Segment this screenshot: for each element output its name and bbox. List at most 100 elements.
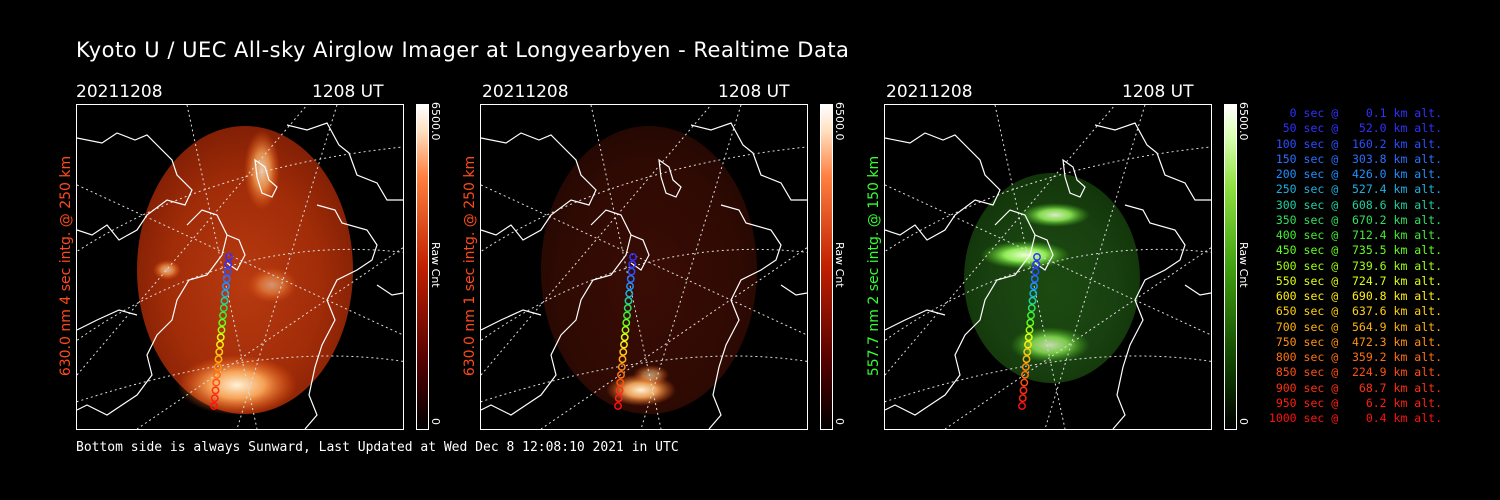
panel-2-colorbar — [820, 104, 833, 430]
track-point — [620, 340, 628, 349]
track-point — [615, 386, 624, 395]
track-point — [620, 333, 629, 342]
legend-entry: 200 sec @ 426.0 km alt. — [1275, 167, 1442, 181]
panel-1-colorbar — [416, 104, 429, 430]
page-title: Kyoto U / UEC All-sky Airglow Imager at … — [76, 38, 850, 62]
track-point — [220, 296, 229, 305]
track-point — [1032, 260, 1041, 269]
panel-3-colorbar-max: 6500.0 — [1237, 102, 1250, 141]
legend-entry: 900 sec @ 68.7 km alt. — [1275, 380, 1442, 395]
legend-entry: 300 sec @ 608.6 km alt. — [1275, 197, 1442, 212]
track-point — [218, 318, 227, 327]
track-point — [221, 289, 230, 298]
track-point — [1030, 282, 1038, 291]
panel-1-colorbar-max: 6500.0 — [429, 102, 442, 141]
track-point — [1023, 347, 1032, 356]
legend-entry: 550 sec @ 724.7 km alt. — [1275, 273, 1442, 288]
panel-2-time: 1208 UT — [718, 82, 790, 102]
track-point — [215, 347, 224, 356]
track-point — [1022, 355, 1031, 364]
time-altitude-legend: 0 sec @ 0.1 km alt. 50 sec @ 52.0 km alt.… — [1262, 106, 1442, 426]
track-point — [1021, 370, 1029, 379]
track-point — [211, 386, 220, 395]
track-point — [623, 304, 632, 313]
panel-2-image — [480, 104, 808, 430]
panel-1-wavelength-label: 630.0 nm 4 sec intg. @ 250 km — [58, 155, 74, 377]
track-point — [213, 370, 221, 379]
legend-entry: 350 sec @ 670.2 km alt. — [1275, 212, 1442, 227]
legend-entry: 1000 sec @ 0.4 km alt. — [1268, 411, 1442, 425]
panel-1-image — [76, 104, 404, 430]
track-point — [210, 394, 219, 403]
track-point — [617, 370, 625, 379]
track-point — [225, 253, 233, 261]
track-point — [1030, 274, 1039, 283]
panel-2-wavelength-label: 630.0 nm 1 sec intg. @ 250 km — [462, 155, 478, 377]
track-point — [619, 347, 628, 356]
track-point — [621, 326, 630, 334]
track-point — [622, 318, 631, 327]
track-point — [222, 282, 230, 291]
track-point — [212, 378, 221, 387]
track-point — [1019, 386, 1028, 395]
track-point — [214, 355, 223, 364]
panel-2-colorbar-max: 6500.0 — [833, 102, 846, 141]
track-point — [1024, 333, 1033, 342]
panel-2-colorbar-unit: Raw Cnt — [833, 242, 846, 288]
track-point — [626, 282, 634, 291]
track-point — [616, 378, 625, 387]
legend-entry: 100 sec @ 160.2 km alt. — [1275, 136, 1442, 151]
track-point — [216, 340, 224, 349]
panel-1-time: 1208 UT — [312, 82, 384, 102]
panel-3-time: 1208 UT — [1122, 82, 1194, 102]
track-point — [222, 274, 231, 283]
footer-status: Bottom side is always Sunward, Last Upda… — [76, 440, 679, 455]
track-point — [213, 363, 222, 371]
panel-1-colorbar-min: 0 — [429, 418, 442, 425]
track-point — [623, 311, 631, 320]
legend-entry: 850 sec @ 224.9 km alt. — [1275, 365, 1442, 380]
panel-1-date: 20211208 — [76, 82, 163, 102]
panel-2-colorbar-min: 0 — [833, 418, 846, 425]
track-point — [614, 402, 622, 410]
legend-entry: 0 sec @ 0.1 km alt. — [1289, 106, 1442, 120]
track-point — [1028, 296, 1037, 305]
all-sky-image — [964, 173, 1140, 383]
legend-entry: 50 sec @ 52.0 km alt. — [1282, 121, 1442, 136]
legend-entry: 450 sec @ 735.5 km alt. — [1275, 243, 1442, 258]
track-point — [628, 260, 637, 269]
track-point — [1021, 363, 1030, 371]
legend-entry: 800 sec @ 359.2 km alt. — [1275, 350, 1442, 364]
all-sky-image — [137, 126, 353, 414]
legend-entry: 650 sec @ 637.6 km alt. — [1275, 304, 1442, 319]
panel-3-colorbar-unit: Raw Cnt — [1237, 242, 1250, 288]
track-point — [1018, 402, 1026, 410]
legend-entry: 600 sec @ 690.8 km alt. — [1275, 289, 1442, 303]
track-point — [216, 333, 225, 342]
track-point — [1027, 304, 1036, 313]
track-point — [1025, 326, 1034, 334]
legend-entry: 400 sec @ 712.4 km alt. — [1275, 228, 1442, 242]
legend-entry: 250 sec @ 527.4 km alt. — [1275, 182, 1442, 197]
track-point — [223, 267, 232, 276]
track-point — [1027, 311, 1035, 320]
track-point — [1024, 340, 1032, 349]
track-point — [614, 394, 623, 403]
legend-entry: 950 sec @ 6.2 km alt. — [1275, 395, 1442, 410]
panel-2-date: 20211208 — [482, 82, 569, 102]
panel-3-colorbar-min: 0 — [1237, 418, 1250, 425]
panel-1-colorbar-unit: Raw Cnt — [429, 242, 442, 288]
track-point — [1020, 378, 1029, 387]
track-point — [618, 355, 627, 364]
track-point — [1029, 289, 1038, 298]
legend-entry: 150 sec @ 303.8 km alt. — [1275, 151, 1442, 166]
panel-3-colorbar — [1224, 104, 1237, 430]
track-point — [626, 274, 635, 283]
all-sky-image — [541, 126, 757, 414]
track-point — [224, 260, 233, 269]
panel-3-image — [884, 104, 1212, 430]
legend-entry: 700 sec @ 564.9 km alt. — [1275, 319, 1442, 334]
track-point — [1033, 253, 1041, 261]
track-point — [629, 253, 637, 261]
track-point — [1031, 267, 1040, 276]
